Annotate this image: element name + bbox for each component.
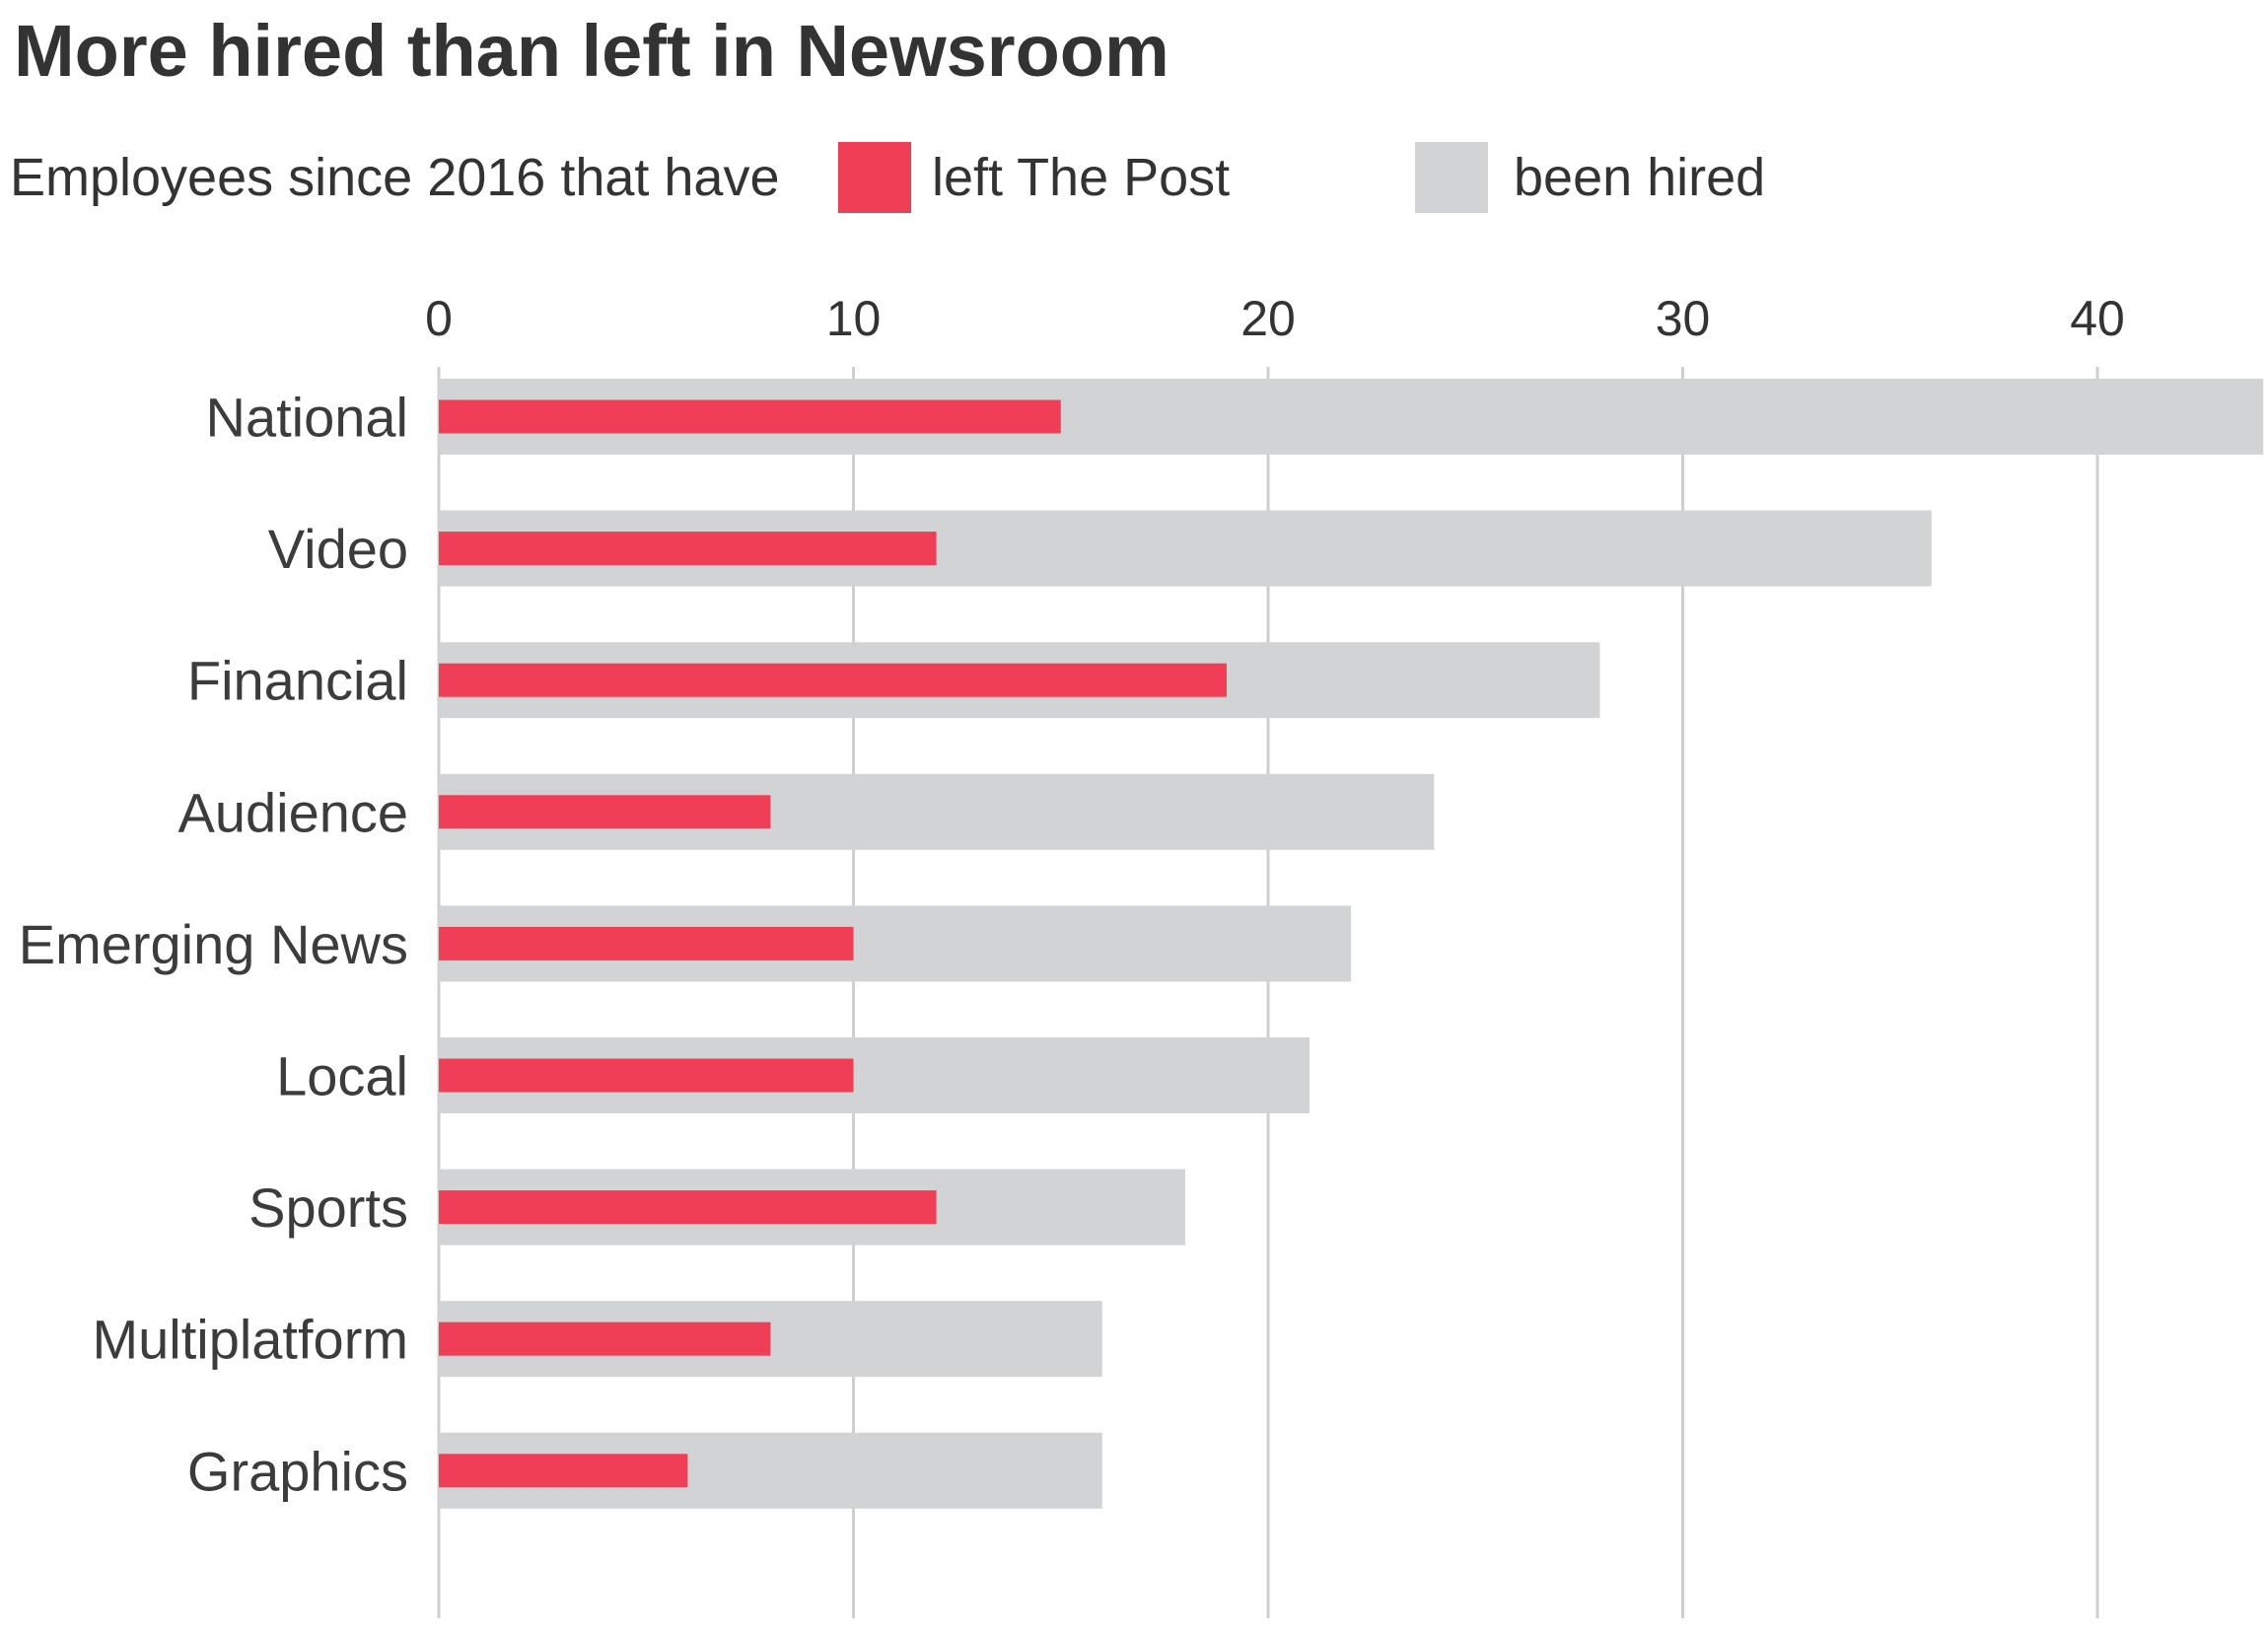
bar-left-the-post (439, 1190, 937, 1225)
category-label: Multiplatform (92, 1309, 408, 1371)
bar-left-the-post (439, 399, 1061, 434)
category-label: Local (276, 1045, 408, 1107)
legend-label-left: left The Post (932, 148, 1231, 207)
bar-left-the-post (439, 663, 1227, 697)
x-tick-label: 0 (425, 291, 453, 346)
x-tick-label: 30 (1656, 291, 1711, 346)
category-label: Audience (177, 781, 408, 843)
legend-label-hired: been hired (1514, 148, 1766, 207)
bars (439, 379, 2264, 1509)
category-label: Video (268, 518, 408, 580)
chart-title: More hired than left in Newsroom (14, 10, 1169, 92)
x-tick-label: 40 (2070, 291, 2125, 346)
bar-left-the-post (439, 1454, 688, 1488)
bar-left-the-post (439, 795, 771, 829)
legend-swatch-hired (1415, 142, 1488, 213)
category-label: Graphics (187, 1440, 408, 1502)
category-label: Financial (187, 650, 408, 712)
bar-left-the-post (439, 926, 854, 961)
x-tick-label: 20 (1240, 291, 1296, 346)
x-tick-labels: 0 10 20 30 40 (425, 291, 2125, 346)
bar-left-the-post (439, 532, 937, 566)
category-label: Emerging News (19, 913, 408, 975)
legend: Employees since 2016 that have left The … (0, 138, 1874, 217)
category-labels: National Video Financial Audience Emerging N… (19, 387, 408, 1503)
x-tick-label: 10 (826, 291, 882, 346)
legend-swatch-left (838, 142, 911, 213)
category-label: National (206, 387, 408, 449)
bar-left-the-post (439, 1321, 771, 1356)
bar-left-the-post (439, 1058, 854, 1093)
category-label: Sports (248, 1176, 408, 1239)
legend-intro: Employees since 2016 that have (10, 148, 780, 207)
